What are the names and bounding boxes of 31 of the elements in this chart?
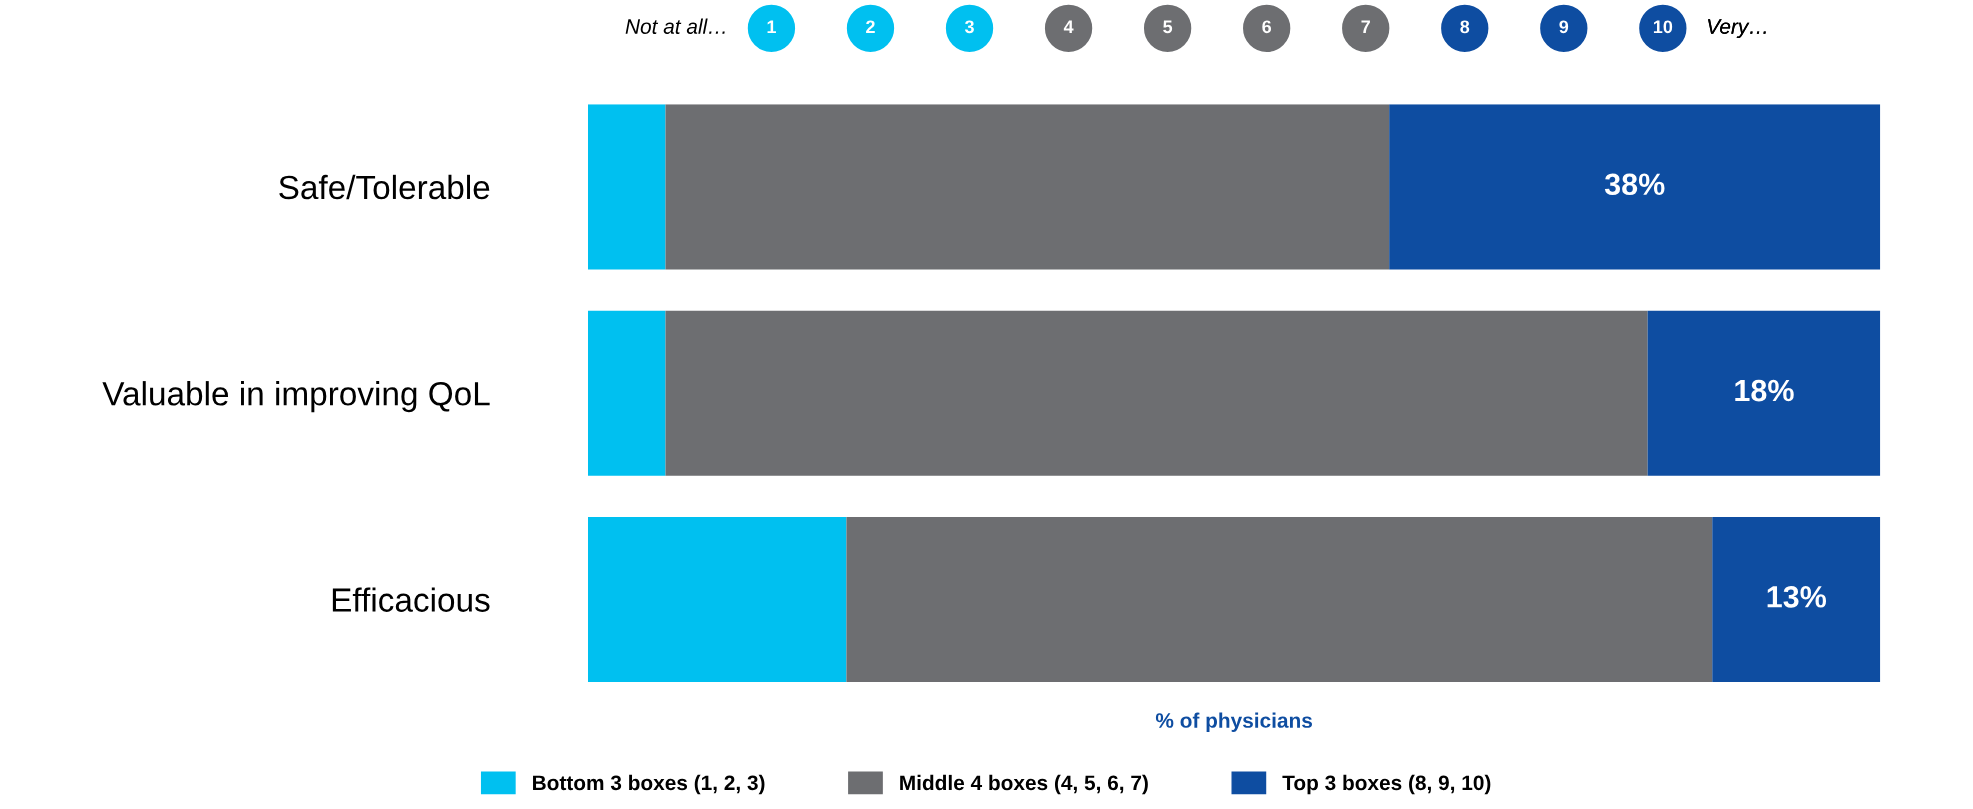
text: Not at all… <box>625 18 725 34</box>
bar <box>1389 104 1881 270</box>
bar <box>846 516 1713 682</box>
text: 10 <box>1653 20 1673 34</box>
legend-label: Bottom 3 boxes (1, 2, 3) <box>533 774 765 795</box>
data-label: 18% <box>1735 379 1794 402</box>
bar <box>665 310 1648 476</box>
text: 4 <box>1063 20 1074 33</box>
text: 3 <box>964 20 974 34</box>
text: 6 <box>1262 20 1272 34</box>
y-tick-label: Safe/Tolerable <box>279 174 490 200</box>
legend-label: Top 3 boxes (8, 9, 10) <box>1282 774 1491 795</box>
text: 5 <box>1163 20 1173 34</box>
text: 7 <box>1361 20 1370 33</box>
bar <box>1712 516 1881 682</box>
x-axis-title: % of physicians <box>1155 712 1312 732</box>
data-label: 38% <box>1604 173 1665 196</box>
bar <box>665 104 1390 270</box>
y-tick-label: Efficacious <box>332 587 490 612</box>
text: Very… <box>1708 19 1766 39</box>
text: 8 <box>1460 20 1470 34</box>
data-label: 13% <box>1767 586 1827 608</box>
text: 2 <box>866 20 875 33</box>
bar <box>1647 310 1881 476</box>
bar <box>587 310 666 476</box>
text: 1 <box>767 20 776 33</box>
bar <box>587 104 666 270</box>
text: 9 <box>1559 20 1569 34</box>
legend-label: Middle 4 boxes (4, 5, 6, 7) <box>900 774 1148 795</box>
bar <box>587 516 847 682</box>
y-tick-label: Valuable in improving QoL <box>102 381 490 413</box>
